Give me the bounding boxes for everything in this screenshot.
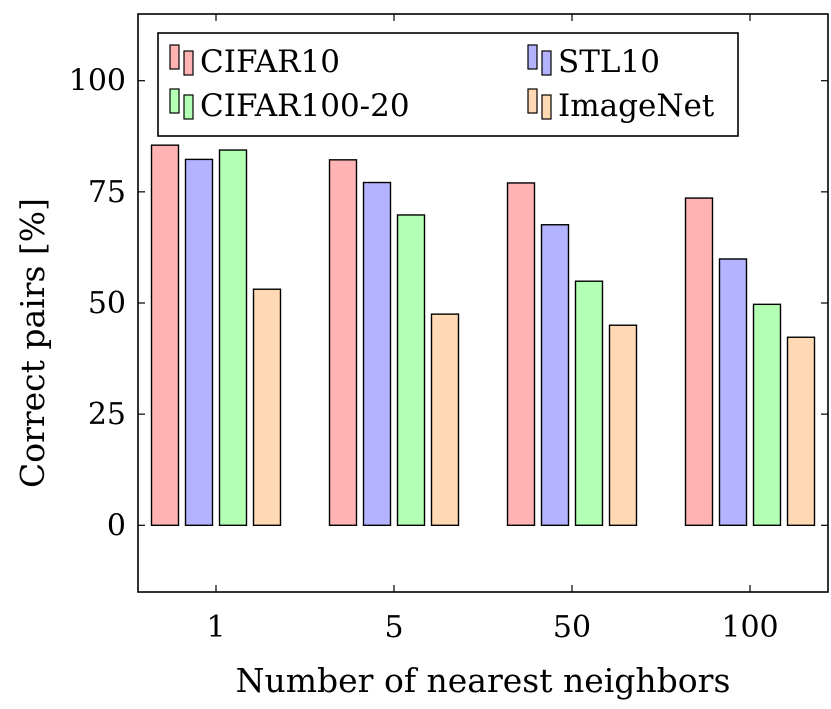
legend-swatch [169, 44, 180, 70]
legend-label: CIFAR10 [200, 44, 340, 80]
ticks-layer: 0 25 50 75 100 1 5 50 100 [69, 14, 828, 645]
y-axis-label: Correct pairs [%] [13, 198, 52, 488]
x-tick-label: 50 [553, 610, 591, 645]
legend-item-stl10: STL10 [527, 44, 660, 80]
legend-swatch [527, 44, 538, 70]
bar-cifar100-20-100 [752, 303, 782, 526]
x-tick-label: 1 [206, 610, 225, 645]
bar-cifar100-20-50 [574, 280, 604, 526]
y-tick-label: 100 [69, 64, 126, 99]
legend-swatch [183, 50, 194, 76]
y-tick-label: 25 [88, 397, 126, 432]
y-tick-label: 75 [88, 175, 126, 210]
legend-label: CIFAR100-20 [200, 88, 410, 124]
x-axis-label: Number of nearest neighbors [236, 661, 731, 700]
bar-stl10-50 [540, 224, 570, 527]
bar-imagenet-5 [430, 313, 460, 527]
bar-cifar100-20-5 [396, 214, 426, 527]
x-tick-label: 100 [721, 610, 778, 645]
legend-item-imagenet: ImageNet [527, 88, 715, 124]
bar-imagenet-1 [252, 288, 282, 527]
bar-imagenet-50 [608, 324, 638, 527]
bar-cifar10-50 [506, 182, 536, 527]
legend-item-cifar10: CIFAR10 [169, 44, 340, 80]
legend-item-cifar100-20: CIFAR100-20 [169, 88, 410, 124]
legend-swatch [527, 88, 538, 114]
bar-cifar10-100 [684, 197, 714, 527]
bar-cifar10-5 [328, 159, 358, 527]
x-tick-label: 5 [384, 610, 403, 645]
legend-label: ImageNet [558, 88, 715, 124]
bar-stl10-1 [184, 158, 214, 527]
legend-swatch [541, 94, 552, 120]
legend-label: STL10 [558, 44, 660, 80]
legend-swatch [183, 94, 194, 120]
bar-cifar10-1 [150, 144, 180, 527]
legend: CIFAR10 STL10 CIFAR100-20 ImageNet [157, 32, 739, 137]
bars-layer [150, 144, 816, 527]
bar-stl10-100 [718, 258, 748, 527]
y-tick-label: 0 [107, 508, 126, 543]
y-tick-label: 50 [88, 286, 126, 321]
legend-box [157, 32, 739, 137]
bar-stl10-5 [362, 181, 392, 527]
bar-cifar100-20-1 [218, 149, 248, 527]
bar-imagenet-100 [786, 336, 816, 527]
legend-swatch [541, 50, 552, 76]
legend-swatch [169, 88, 180, 114]
